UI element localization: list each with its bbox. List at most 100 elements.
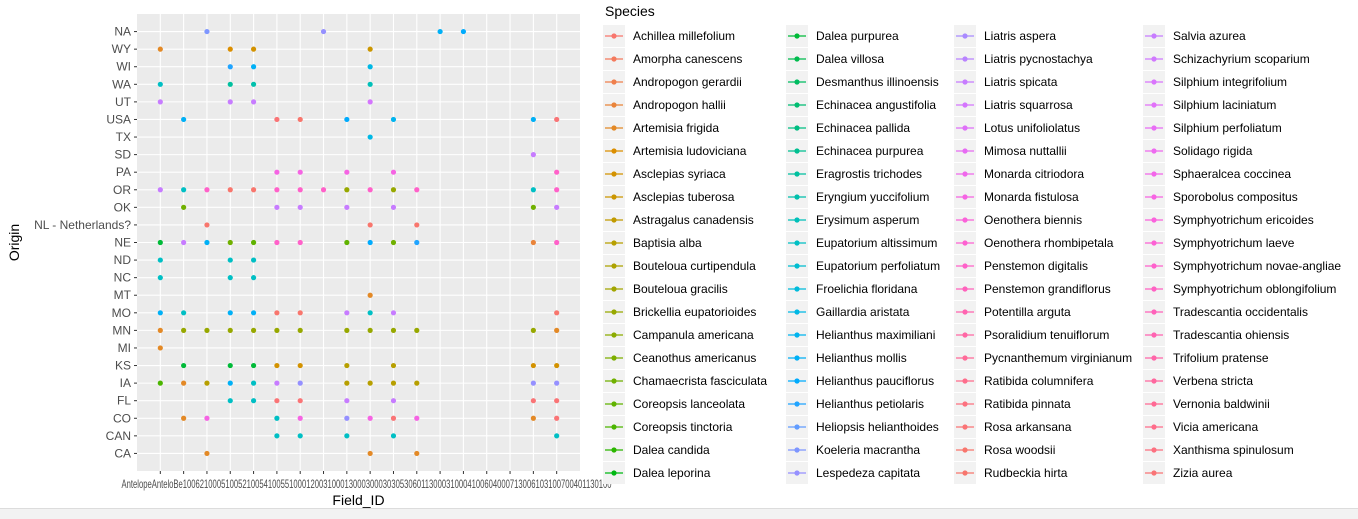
data-point bbox=[250, 46, 257, 52]
data-point bbox=[181, 116, 187, 123]
legend-label: Bouteloua gracilis bbox=[633, 282, 728, 296]
legend-key-point bbox=[794, 378, 800, 384]
data-point bbox=[250, 187, 257, 193]
legend-label: Liatris spicata bbox=[984, 75, 1058, 89]
data-point bbox=[414, 380, 420, 386]
legend-key-point bbox=[962, 171, 968, 177]
legend-key-point bbox=[1151, 470, 1157, 476]
legend-key-point bbox=[1151, 401, 1157, 407]
legend-label: Artemisia frigida bbox=[633, 121, 719, 135]
legend-item: Lespedeza capitata bbox=[786, 462, 920, 484]
data-point bbox=[554, 116, 560, 123]
legend-item: Penstemon digitalis bbox=[954, 255, 1088, 277]
legend-key-point bbox=[611, 355, 617, 361]
data-point bbox=[367, 99, 373, 105]
y-tick-label: ND bbox=[114, 253, 132, 267]
legend-label: Salvia azurea bbox=[1173, 29, 1246, 43]
legend-label: Eryngium yuccifolium bbox=[816, 190, 929, 204]
data-point bbox=[250, 398, 257, 404]
legend-key-point bbox=[794, 401, 800, 407]
x-axis-title: Field_ID bbox=[332, 492, 384, 508]
data-point bbox=[530, 239, 536, 246]
legend-label: Zizia aurea bbox=[1173, 466, 1233, 480]
legend-label: Ratibida columnifera bbox=[984, 374, 1094, 388]
data-point bbox=[320, 28, 327, 35]
data-point bbox=[530, 398, 536, 404]
legend-key-point bbox=[1151, 355, 1157, 361]
data-point bbox=[344, 362, 350, 369]
legend-item: Solidago rigida bbox=[1143, 140, 1253, 162]
data-point bbox=[204, 415, 210, 421]
data-point bbox=[250, 81, 257, 87]
legend-item: Ratibida columnifera bbox=[954, 370, 1094, 392]
legend-label: Lespedeza capitata bbox=[816, 466, 920, 480]
legend-key-point bbox=[611, 102, 617, 108]
legend-label: Asclepias tuberosa bbox=[633, 190, 735, 204]
legend-key-point bbox=[962, 125, 968, 131]
data-point bbox=[181, 239, 187, 246]
y-tick-label: NL - Netherlands? bbox=[34, 218, 131, 232]
y-tick-label: SD bbox=[114, 148, 131, 162]
legend-label: Coreopsis tinctoria bbox=[633, 420, 733, 434]
y-tick-label: PA bbox=[116, 165, 131, 179]
data-point bbox=[367, 450, 373, 457]
data-point bbox=[530, 380, 536, 386]
data-point bbox=[390, 310, 397, 316]
legend-key-point bbox=[1151, 378, 1157, 384]
legend-label: Helianthus maximiliani bbox=[816, 328, 935, 342]
legend-item: Symphyotrichum novae-angliae bbox=[1143, 255, 1341, 277]
data-point bbox=[344, 187, 350, 193]
legend-item: Zizia aurea bbox=[1143, 462, 1233, 484]
legend-key-point bbox=[611, 33, 617, 39]
legend-item: Dalea leporina bbox=[603, 462, 711, 484]
legend-label: Eupatorium altissimum bbox=[816, 236, 937, 250]
legend-item: Artemisia ludoviciana bbox=[603, 140, 747, 162]
y-tick-label: OK bbox=[114, 200, 131, 214]
legend-item: Salvia azurea bbox=[1143, 25, 1246, 47]
y-tick-label: NE bbox=[114, 236, 131, 250]
legend-key-point bbox=[1151, 332, 1157, 338]
data-point bbox=[414, 327, 420, 333]
legend-item: Bouteloua gracilis bbox=[603, 278, 728, 300]
legend-item: Heliopsis helianthoides bbox=[786, 416, 939, 438]
legend-item: Monarda citriodora bbox=[954, 163, 1084, 185]
y-tick-label: MO bbox=[112, 306, 131, 320]
data-point bbox=[181, 362, 187, 369]
legend-item: Bouteloua curtipendula bbox=[603, 255, 756, 277]
legend-item: Trifolium pratense bbox=[1143, 347, 1269, 369]
data-point bbox=[181, 415, 187, 421]
legend-item: Schizachyrium scoparium bbox=[1143, 48, 1310, 70]
legend-item: Froelichia floridana bbox=[786, 278, 918, 300]
legend-label: Dalea purpurea bbox=[816, 29, 899, 43]
legend-key-point bbox=[1151, 102, 1157, 108]
legend-key-point bbox=[794, 171, 800, 177]
legend-item: Ratibida pinnata bbox=[954, 393, 1071, 415]
legend-item: Eragrostis trichodes bbox=[786, 163, 922, 185]
data-point bbox=[274, 327, 280, 333]
data-point bbox=[554, 327, 560, 333]
data-point bbox=[181, 187, 187, 193]
data-point bbox=[204, 187, 210, 193]
data-point bbox=[250, 380, 257, 386]
legend-key-point bbox=[1151, 125, 1157, 131]
legend-key-point bbox=[611, 194, 617, 200]
legend-key-point bbox=[794, 424, 800, 430]
legend-label: Rudbeckia hirta bbox=[984, 466, 1068, 480]
legend-item: Rosa woodsii bbox=[954, 439, 1055, 461]
legend-key-point bbox=[962, 148, 968, 154]
data-point bbox=[390, 239, 397, 246]
y-tick-label: MT bbox=[114, 288, 132, 302]
data-point bbox=[181, 204, 187, 210]
legend-key-point bbox=[611, 424, 617, 430]
legend-label: Froelichia floridana bbox=[816, 282, 918, 296]
legend-item: Pycnanthemum virginianum bbox=[954, 347, 1132, 369]
legend-label: Sporobolus compositus bbox=[1173, 190, 1298, 204]
legend-label: Silphium laciniatum bbox=[1173, 98, 1276, 112]
data-point bbox=[297, 239, 303, 246]
data-point bbox=[157, 380, 163, 386]
legend-item: Vernonia baldwinii bbox=[1143, 393, 1270, 415]
data-point bbox=[157, 310, 163, 316]
data-point bbox=[157, 275, 163, 281]
y-tick-label: WI bbox=[116, 60, 131, 74]
